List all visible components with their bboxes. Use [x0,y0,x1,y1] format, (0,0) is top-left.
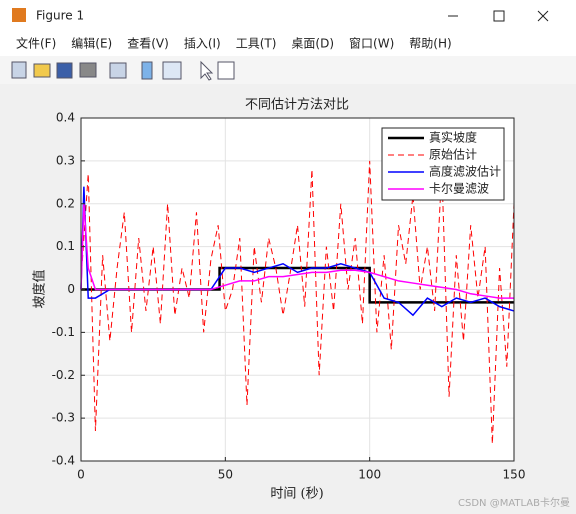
menu-item[interactable]: 插入(I) [184,37,221,51]
toolbar-icons [11,60,235,81]
legend-icon[interactable] [162,61,182,80]
x-tick-label: 100 [358,468,381,482]
maximize-button[interactable] [493,10,505,22]
menu-item[interactable]: 帮助(H) [409,37,451,51]
colorbar-icon[interactable] [141,61,153,80]
new-icon[interactable] [11,61,27,79]
link-icon[interactable] [109,62,127,79]
x-axis-label: 时间 (秒) [270,487,323,502]
y-tick-label: -0.3 [52,411,75,425]
legend-label: 原始估计 [429,148,477,162]
y-tick-label: -0.4 [52,454,75,468]
menu: 文件(F) 编辑(E) 查看(V) 插入(I) 工具(T) 桌面(D) 窗口(W) 帮助(H) [16,36,452,51]
close-button[interactable] [537,10,549,22]
legend-label: 卡尔曼滤波 [429,181,489,196]
watermark: CSDN @MATLAB卡尔曼 [458,496,570,509]
y-tick-label: 0.3 [56,153,75,167]
open-icon[interactable] [33,63,51,78]
menu-item[interactable]: 窗口(W) [349,37,394,51]
y-tick-label: 0.4 [56,111,75,125]
menu-item[interactable]: 桌面(D) [291,37,334,51]
chart-title: 不同估计方法对比 [245,97,349,113]
legend-box [381,127,505,201]
legend-label: 真实坡度 [429,130,477,145]
pointer-icon[interactable] [200,60,214,81]
app-icon [12,8,26,22]
property-icon[interactable] [217,61,235,80]
y-tick-label: 0 [67,282,75,296]
ticks: -0.4 -0.3 -0.2 -0.1 0 0.1 0.2 0.3 0.4 0 50 100 150 [52,111,526,482]
legend-label: 高度滤波估计 [429,164,501,179]
y-axis-label: 坡度值 [32,269,48,308]
x-tick-label: 150 [503,468,526,482]
menu-bar [0,30,576,56]
menu-item[interactable]: 文件(F) [16,36,56,51]
menu-item[interactable]: 编辑(E) [71,36,112,51]
menu-item[interactable]: 查看(V) [127,37,169,51]
menu-item[interactable]: 工具(T) [236,37,277,51]
window-title: Figure 1 [36,9,84,23]
y-tick-label: 0.1 [56,239,75,253]
title-bar [0,0,576,30]
y-tick-label: -0.1 [52,325,75,339]
x-tick-label: 50 [218,468,233,482]
y-tick-label: -0.2 [52,368,75,382]
y-tick-label: 0.2 [56,196,75,210]
series-line [80,203,514,299]
print-icon[interactable] [79,62,97,78]
x-tick-label: 0 [77,468,85,482]
save-icon[interactable] [56,62,73,79]
